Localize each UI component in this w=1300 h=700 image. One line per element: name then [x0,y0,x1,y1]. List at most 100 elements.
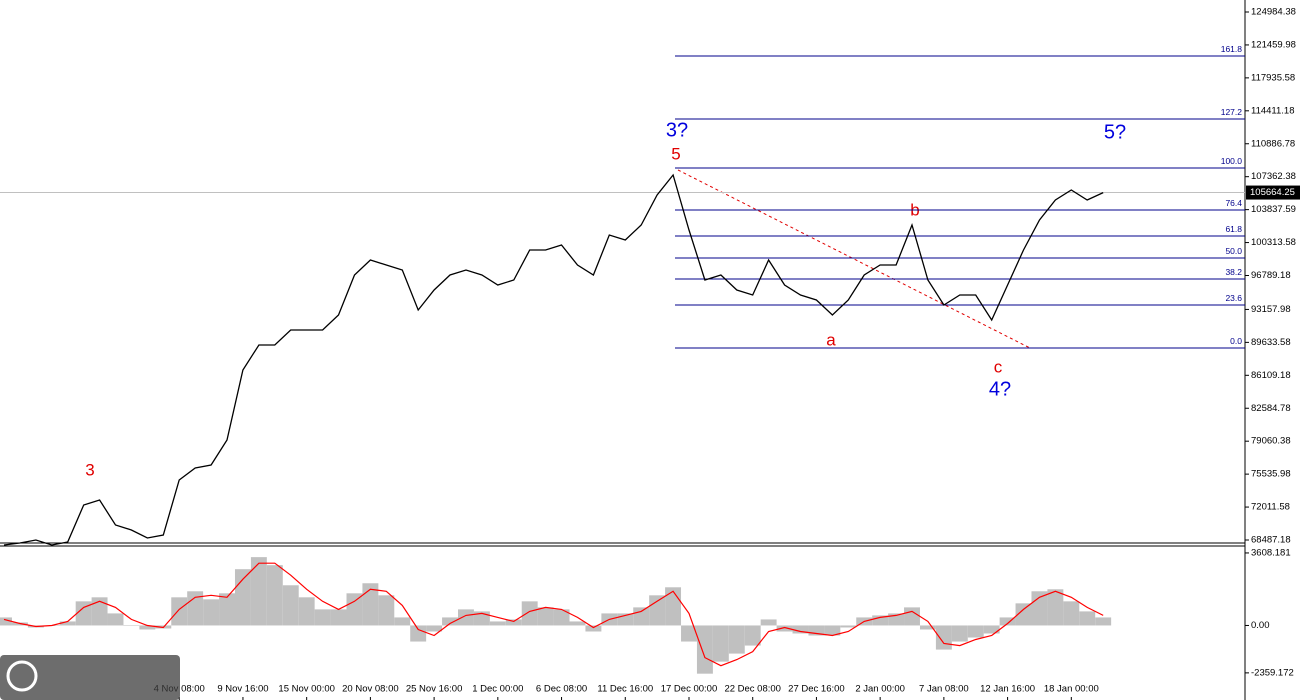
x-tick-label: 20 Nov 08:00 [342,684,399,695]
y-tick-label: 86109.18 [1251,370,1291,381]
histogram-bar [91,597,108,626]
histogram-bar [314,609,331,626]
histogram-bar [840,625,857,628]
fib-label: 0.0 [1230,336,1242,346]
signal-line [3,562,1104,667]
x-tick-label: 11 Dec 16:00 [597,684,653,695]
y-tick-label: 82584.78 [1251,403,1291,414]
histogram-bar [1015,603,1032,626]
histogram-bar [378,595,395,626]
x-tick-label: 18 Jan 00:00 [1044,684,1099,695]
histogram-bar [1031,591,1048,626]
wave-label: 3? [666,119,688,141]
histogram-bar [458,609,474,626]
x-tick-label: 17 Dec 00:00 [661,684,718,695]
wave-label: a [826,330,836,349]
y-tick-label: 107362.38 [1251,171,1296,182]
histogram-bar [394,617,411,626]
histogram-bar [712,625,729,662]
histogram-bar [171,597,188,626]
x-tick-label: 2 Jan 00:00 [855,684,905,695]
price-line [3,173,1104,546]
y-tick-label: 3608.181 [1251,547,1291,558]
x-tick-label: 9 Nov 16:00 [217,684,268,695]
fib-label: 61.8 [1225,224,1242,234]
fib-label: 38.2 [1225,267,1242,277]
histogram-bar [569,621,586,626]
histogram-bar [1063,601,1080,626]
histogram-bar [250,557,267,626]
x-tick-label: 6 Dec 08:00 [536,684,587,695]
histogram-bar [872,615,889,626]
histogram-bar [633,607,650,626]
histogram-bar [1079,611,1096,626]
histogram-bar [537,607,554,626]
histogram-bar [983,625,1000,634]
histogram-bar [665,587,682,626]
y-tick-label: 110886.78 [1251,138,1295,149]
histogram-bar [0,617,12,626]
histogram-bar [266,565,283,626]
fib-label: 50.0 [1225,246,1242,256]
fib-label: 100.0 [1221,156,1243,166]
wave-label: 5? [1104,121,1126,143]
logo-icon [6,660,38,692]
histogram-bar [442,617,459,626]
histogram-bar [744,625,761,646]
histogram-bar [410,625,427,642]
wave-label: 3 [85,460,94,479]
histogram-bar [139,625,156,630]
x-tick-label: 25 Nov 16:00 [406,684,463,695]
fib-label: 127.2 [1221,107,1243,117]
last-price-label: 105664.25 [1250,187,1295,198]
y-tick-label: 100313.58 [1251,237,1296,248]
histogram-bar [521,601,538,626]
x-tick-label: 15 Nov 00:00 [278,684,335,695]
histogram-bar [203,599,220,626]
histogram-bar [234,569,251,626]
x-tick-label: 12 Jan 16:00 [980,684,1035,695]
histogram-bar [346,593,363,626]
y-tick-label: 117935.58 [1251,72,1295,83]
histogram-bar [681,625,697,642]
logo-box [0,655,180,700]
histogram-bar [904,607,920,626]
histogram-bar [123,625,140,626]
wave-label: 4? [989,378,1011,400]
y-tick-label: -2359.172 [1251,667,1294,678]
histogram-bar [649,595,666,626]
histogram-bar [107,613,124,626]
histogram-bar [951,625,968,642]
y-tick-label: 0.00 [1251,620,1270,631]
y-tick-label: 75535.98 [1251,469,1291,480]
histogram-bar [298,597,315,626]
histogram-bar [919,625,936,630]
histogram-bar [808,625,825,636]
histogram-bar [553,609,570,626]
histogram-bar [75,601,92,626]
histogram-bar [282,585,299,626]
histogram-bar [935,625,952,650]
histogram-bar [505,619,522,626]
histogram-bar [824,625,841,636]
histogram-bar [219,593,235,626]
last-price-box [1246,185,1300,200]
wave-label: 5 [671,144,680,163]
histogram-bar [776,625,793,632]
histogram-bar [728,625,745,654]
histogram-bar [59,621,76,626]
histogram-bar [362,583,379,626]
y-tick-label: 68487.18 [1251,535,1291,546]
histogram-bar [1047,589,1064,626]
histogram-bar [792,625,809,634]
y-tick-label: 121459.98 [1251,39,1296,50]
histogram-bar [426,625,443,632]
x-tick-label: 22 Dec 08:00 [724,684,781,695]
y-tick-label: 103837.59 [1251,204,1296,215]
y-tick-label: 89633.58 [1251,337,1291,348]
histogram-bar [967,625,984,638]
histogram-bar [760,619,777,626]
histogram-bar [330,609,347,626]
y-tick-label: 72011.58 [1251,502,1290,513]
